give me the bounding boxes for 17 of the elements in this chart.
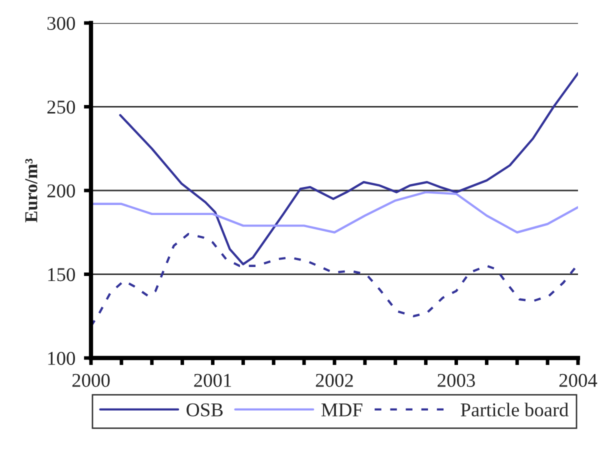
- y-tick-label: 300: [47, 16, 75, 30]
- y-tick-label: 200: [47, 184, 75, 198]
- line-series: [91, 232, 578, 328]
- x-tick-label: 2001: [194, 374, 232, 387]
- legend-label: Particle board: [460, 402, 569, 416]
- y-tick-label: 100: [48, 352, 75, 365]
- line-series: [119, 72, 578, 266]
- y-tick-label: 150: [48, 268, 75, 282]
- y-tick-label: 250: [47, 100, 75, 114]
- legend-label: OSB: [186, 403, 223, 416]
- x-tick-label: 2003: [438, 374, 475, 387]
- x-tick-label: 2000: [72, 374, 110, 387]
- x-tick-label: 2002: [316, 374, 353, 387]
- line-series: [91, 191, 578, 234]
- y-axis-title: Euro/m³: [25, 158, 38, 222]
- legend-label: MDF: [321, 404, 362, 416]
- x-tick-label: 2004: [559, 374, 598, 387]
